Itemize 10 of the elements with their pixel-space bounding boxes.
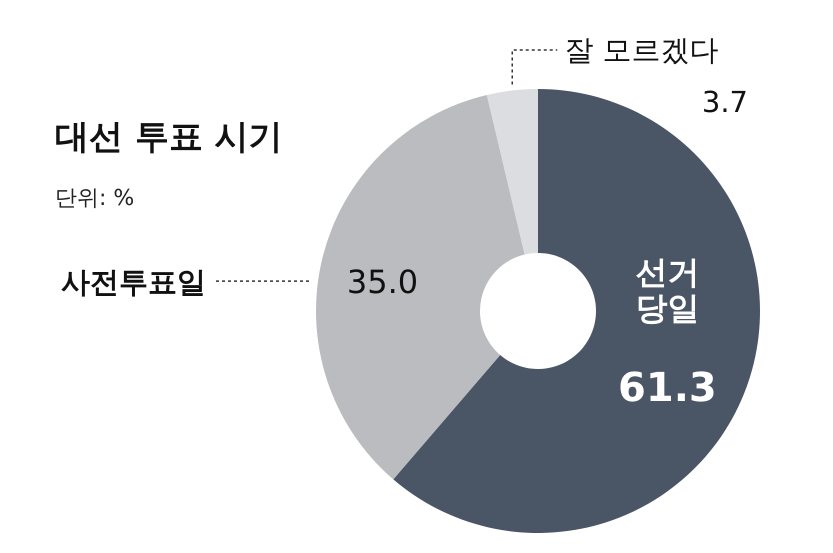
slice-label: 잘 모르겠다 bbox=[564, 33, 718, 67]
data-label: 35.0 bbox=[346, 263, 418, 302]
data-label: 3.7 bbox=[702, 85, 748, 119]
text: 단위: % bbox=[55, 186, 134, 211]
slice-label: 선거 당일 bbox=[635, 252, 700, 327]
data-label: 61.3 bbox=[618, 364, 717, 411]
slice-label: 사전투표일 bbox=[61, 265, 206, 300]
donut-slice bbox=[486, 89, 538, 255]
donut-slice bbox=[316, 94, 525, 480]
text: 대선 투표 시기 bbox=[55, 117, 283, 157]
